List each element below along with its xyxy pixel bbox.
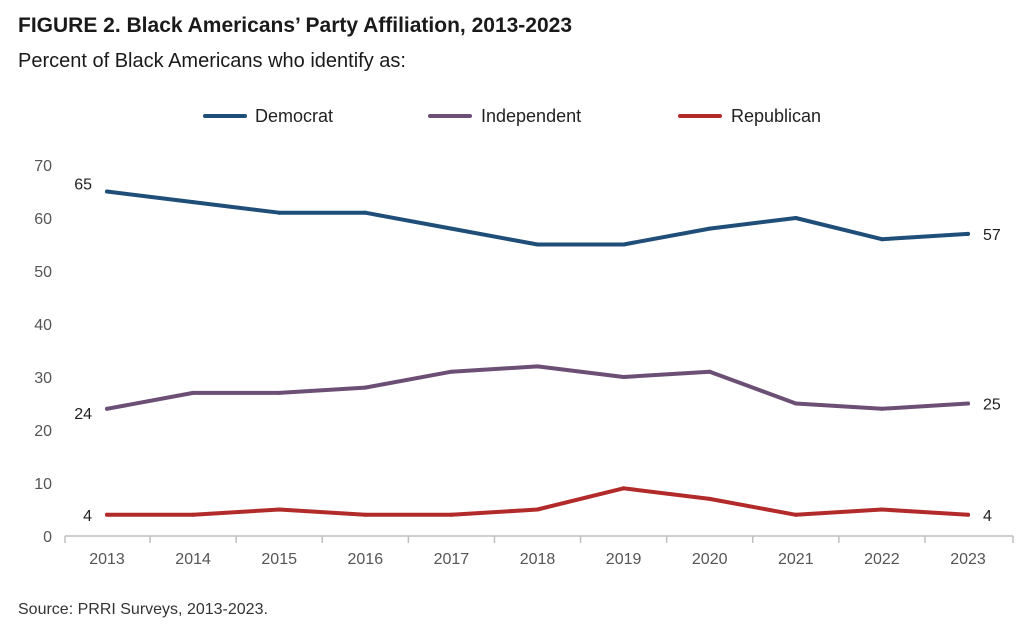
data-point-republican: [277, 507, 282, 512]
data-point-independent: [879, 406, 884, 411]
data-point-democrat: [621, 242, 626, 247]
data-point-independent: [621, 375, 626, 379]
chart-subtitle: Percent of Black Americans who identify …: [18, 50, 406, 72]
x-tick-label: 2018: [520, 551, 556, 568]
chart-title: FIGURE 2. Black Americans’ Party Affilia…: [18, 14, 573, 37]
start-label-republican: 4: [83, 508, 92, 525]
legend: Democrat Independent Republican: [203, 106, 821, 126]
data-point-republican: [363, 512, 368, 517]
x-tick-label: 2017: [434, 551, 470, 568]
data-point-democrat: [966, 231, 970, 236]
data-point-independent: [449, 369, 454, 374]
data-point-independent: [191, 390, 196, 395]
data-point-independent: [966, 401, 970, 406]
data-point-democrat: [707, 226, 712, 231]
y-tick-label: 50: [34, 264, 52, 281]
data-point-democrat: [879, 237, 884, 242]
y-tick-label: 70: [34, 158, 52, 175]
data-point-independent: [363, 385, 368, 390]
y-tick-label: 20: [34, 423, 52, 440]
data-point-democrat: [105, 189, 109, 194]
data-point-independent: [707, 369, 712, 374]
data-point-democrat: [535, 242, 540, 247]
x-tick-label: 2016: [348, 551, 384, 568]
y-tick-label: 10: [34, 476, 52, 493]
data-point-independent: [793, 401, 798, 406]
data-point-republican: [966, 512, 970, 517]
y-tick-label: 40: [34, 317, 52, 334]
data-point-democrat: [363, 210, 368, 215]
legend-label-democrat: Democrat: [255, 106, 333, 126]
x-tick-label: 2022: [864, 551, 900, 568]
legend-label-independent: Independent: [481, 106, 581, 126]
data-point-democrat: [191, 200, 196, 205]
data-point-democrat: [449, 226, 454, 231]
data-point-independent: [277, 390, 282, 395]
series-line-independent: [105, 364, 970, 411]
series-lines: [105, 189, 970, 517]
data-point-independent: [535, 364, 540, 369]
data-point-democrat: [277, 210, 282, 215]
start-label-independent: 24: [74, 406, 92, 423]
x-tick-label: 2021: [778, 551, 814, 568]
start-label-democrat: 65: [74, 177, 92, 194]
source-note: Source: PRRI Surveys, 2013-2023.: [18, 601, 268, 618]
data-point-republican: [621, 486, 626, 491]
y-tick-label: 60: [34, 211, 52, 228]
end-label-democrat: 57: [983, 227, 1001, 244]
legend-label-republican: Republican: [731, 106, 821, 126]
x-tick-label: 2020: [692, 551, 728, 568]
x-axis: 2013 2014 2015 2016 2017 2018 2019 2020 2021 2022…: [64, 535, 1014, 568]
x-tick-label: 2014: [175, 551, 211, 568]
data-point-republican: [191, 512, 196, 517]
y-axis: 0 10 20 30 40 50 60 70: [34, 158, 52, 546]
data-point-independent: [105, 406, 109, 411]
end-label-republican: 4: [983, 508, 992, 525]
data-point-republican: [449, 512, 454, 517]
data-point-republican: [105, 512, 109, 517]
data-point-republican: [707, 496, 712, 501]
data-point-republican: [793, 512, 798, 517]
data-point-republican: [879, 507, 884, 512]
series-line-democrat: [105, 189, 970, 247]
x-tick-label: 2019: [606, 551, 642, 568]
end-label-independent: 25: [983, 397, 1001, 414]
data-point-democrat: [793, 216, 798, 220]
x-tick-label: 2023: [950, 551, 986, 568]
y-tick-label: 0: [43, 529, 52, 546]
data-point-republican: [535, 507, 540, 512]
y-tick-label: 30: [34, 370, 52, 387]
x-tick-label: 2015: [261, 551, 297, 568]
data-labels: 65 57 24 25 4 4: [74, 177, 1001, 525]
x-tick-label: 2013: [89, 551, 125, 568]
